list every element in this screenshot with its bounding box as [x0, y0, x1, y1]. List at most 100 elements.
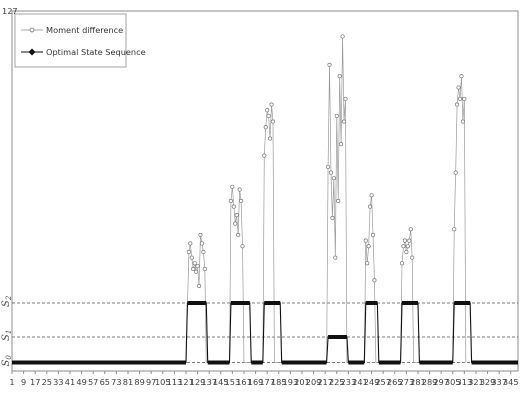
x-tick-label: 105: [155, 377, 171, 387]
moment-point: [326, 164, 331, 169]
moment-point: [195, 264, 200, 269]
moment-point: [331, 176, 336, 181]
x-tick-label: 49: [76, 377, 86, 387]
moment-point: [234, 213, 239, 218]
moment-point: [186, 249, 191, 254]
state-label-letter: S: [1, 334, 12, 341]
moment-point: [410, 255, 415, 260]
x-tick-label: 145: [213, 377, 229, 387]
x-tick-label: 129: [190, 377, 206, 387]
x-tick-label: 193: [283, 377, 299, 387]
state-label-subscript: 2: [5, 295, 13, 301]
moment-point: [334, 113, 339, 118]
moment-point: [265, 108, 270, 113]
moment-point: [399, 261, 405, 266]
state-label-S0: S0: [1, 355, 13, 367]
x-tick-label: 121: [178, 377, 194, 387]
state-label-subscript: 1: [5, 330, 13, 334]
x-tick-label: 273: [399, 377, 415, 387]
moment-point: [237, 187, 242, 192]
moment-point: [366, 244, 371, 249]
x-tick-label: 57: [88, 377, 98, 387]
moment-point: [462, 96, 467, 101]
moment-point: [194, 269, 199, 274]
moment-point: [459, 74, 464, 79]
moment-point: [263, 125, 268, 130]
x-tick-label: 337: [491, 377, 507, 387]
moment-point: [369, 193, 374, 198]
moment-point: [456, 85, 461, 90]
x-tick-label: 297: [433, 377, 449, 387]
moment-point: [202, 266, 207, 272]
moment-point: [327, 62, 332, 67]
moment-point: [188, 241, 193, 246]
legend-swatch-marker-moment: [29, 27, 35, 33]
moment-point: [228, 198, 233, 203]
moment-point: [239, 198, 244, 203]
moment-point: [189, 255, 194, 260]
state-label-letter: S: [1, 300, 12, 307]
x-tick-label: 81: [123, 377, 133, 387]
moment-point: [460, 119, 465, 124]
legend-swatch-marker-state: [28, 48, 36, 56]
x-tick-label: 89: [134, 377, 144, 387]
x-tick-label: 345: [503, 377, 519, 387]
moment-point: [191, 266, 196, 272]
x-tick-label: 17: [30, 377, 40, 387]
moment-point: [196, 283, 202, 289]
moment-point: [372, 278, 377, 283]
x-tick-label: 233: [341, 377, 357, 387]
moment-point: [455, 102, 460, 107]
x-tick-label: 329: [480, 377, 496, 387]
x-tick-label: 73: [111, 377, 121, 387]
y-max-label: 127: [2, 6, 18, 16]
x-tick-label: 209: [306, 377, 322, 387]
moment-point: [368, 204, 373, 209]
moment-point: [337, 74, 342, 79]
moment-point: [341, 119, 347, 124]
state-label-S1: S1: [1, 330, 13, 341]
moment-point: [343, 96, 348, 101]
x-tick-label: 289: [422, 377, 438, 387]
x-tick-label: 305: [445, 377, 461, 387]
x-tick-label: 9: [21, 377, 26, 387]
moment-point: [270, 119, 276, 124]
moment-point: [328, 170, 334, 175]
x-tick-label: 97: [146, 377, 156, 387]
x-tick-label: 169: [248, 377, 264, 387]
state-label-letter: S: [1, 359, 12, 366]
plot-frame: [11, 10, 519, 372]
moment-point: [230, 184, 235, 189]
state-label-subscript: 0: [5, 355, 13, 360]
x-tick-label: 257: [375, 377, 391, 387]
x-tick-label: 161: [236, 377, 252, 387]
x-tick-label: 265: [387, 377, 403, 387]
x-tick-label: 313: [457, 377, 473, 387]
x-tick-label: 25: [42, 377, 52, 387]
state-label-S2: S2: [1, 295, 13, 307]
moment-point: [266, 113, 271, 118]
x-tick-label: 201: [294, 377, 310, 387]
moment-point: [457, 96, 463, 101]
x-tick-label: 41: [65, 377, 75, 387]
moment-point: [231, 204, 236, 209]
x-tick-label: 153: [225, 377, 241, 387]
moment-point: [405, 244, 410, 249]
moment-point: [404, 249, 409, 254]
x-tick-label: 177: [259, 377, 275, 387]
moment-point: [240, 244, 245, 249]
moment-point: [339, 142, 344, 147]
x-tick-label: 281: [410, 377, 426, 387]
moment-point: [192, 261, 197, 266]
moment-point: [199, 241, 204, 246]
moment-point: [363, 238, 368, 243]
x-tick-label: 241: [352, 377, 368, 387]
moment-point: [236, 232, 241, 237]
moment-point: [370, 232, 376, 237]
x-tick-label: 65: [100, 377, 110, 387]
legend-label-moment-difference: Moment difference: [46, 25, 123, 35]
moment-point: [402, 238, 407, 243]
moment-point: [336, 198, 341, 203]
